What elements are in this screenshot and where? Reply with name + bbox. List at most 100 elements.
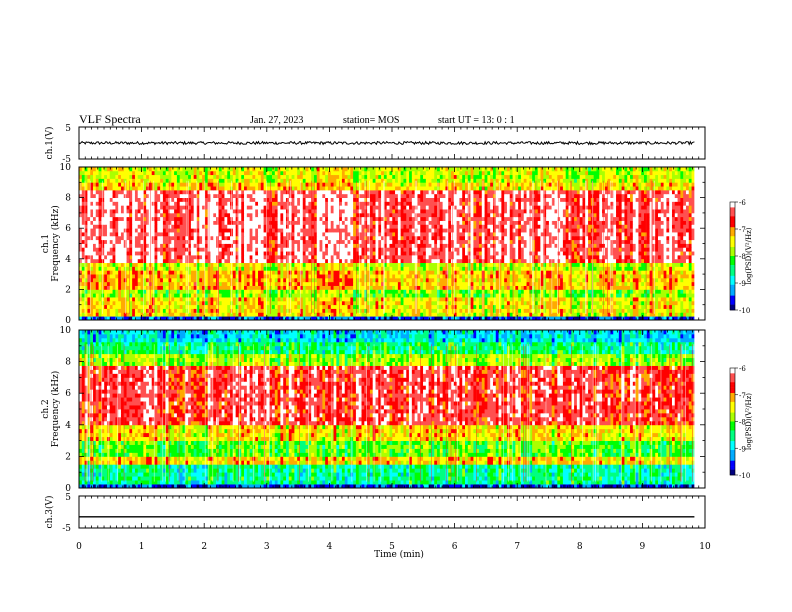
spectrogram-cell — [515, 247, 519, 252]
spectrogram-cell — [157, 304, 161, 309]
spectrogram-cell — [381, 270, 385, 275]
spectrogram-cell — [498, 235, 502, 241]
spectrogram-cell — [518, 266, 522, 271]
spectrogram-cell — [660, 297, 664, 302]
spectrogram-cell — [182, 285, 186, 290]
spectrogram-cell — [246, 258, 251, 264]
spectrogram-cell — [425, 316, 430, 321]
spectrogram-cell — [162, 251, 167, 256]
spectrogram-cell — [143, 304, 147, 309]
spectrogram-cell — [613, 239, 617, 244]
spectrogram-cell — [467, 235, 471, 241]
spectrogram-cell — [241, 258, 245, 264]
spectrogram-cell — [417, 289, 421, 294]
spectrogram-cell — [406, 316, 410, 321]
spectrogram-cell — [372, 285, 376, 290]
spectrogram-cell — [252, 266, 256, 271]
spectrogram-cell — [213, 300, 217, 306]
spectrogram-cell — [165, 270, 169, 275]
spectrogram-cell — [518, 316, 522, 321]
spectrogram-cell — [157, 285, 161, 290]
spectrogram-cell — [543, 289, 547, 294]
spectrogram-cell — [420, 308, 424, 313]
spectrogram-cell — [602, 293, 606, 298]
spectrogram-cell — [238, 300, 242, 306]
spectrogram-cell — [610, 312, 614, 317]
spectrogram-cell — [509, 270, 513, 275]
spectrogram-cell — [663, 274, 667, 279]
spectrogram-cell — [574, 293, 578, 298]
spectrogram-cell — [291, 297, 295, 302]
spectrogram-cell — [431, 247, 435, 252]
spectrogram-cell — [134, 297, 139, 302]
spectrogram-cell — [182, 308, 186, 313]
spectrogram-cell — [498, 247, 502, 252]
spectrogram-cell — [221, 235, 225, 241]
spectrogram-cell — [649, 312, 653, 317]
spectrogram-cell — [548, 270, 553, 275]
spectrogram-cell — [663, 262, 667, 267]
spectrogram-cell — [515, 281, 519, 286]
spectrogram-cell — [557, 289, 561, 294]
spectrogram-cell — [473, 277, 477, 283]
spectrogram-cell — [671, 270, 676, 275]
spectrogram-cell — [280, 304, 284, 309]
spectrogram-cell — [378, 304, 382, 309]
spectrogram-cell — [395, 270, 399, 275]
spectrogram-cell — [232, 316, 237, 321]
spectrogram-cell — [451, 235, 455, 241]
spectrogram-cell — [311, 297, 315, 302]
spectrogram-cell — [330, 262, 334, 267]
spectrogram-cell — [417, 297, 421, 302]
spectrogram-cell — [171, 251, 175, 256]
spectrogram-cell — [515, 251, 519, 256]
spectrogram-cell — [543, 308, 547, 313]
spectrogram-cell — [134, 281, 139, 286]
spectrogram-cell — [588, 270, 592, 275]
spectrogram-cell — [641, 285, 645, 290]
spectrogram-cell — [302, 239, 306, 244]
spectrogram-cell — [218, 308, 223, 313]
spectrogram-cell — [165, 277, 169, 283]
spectrogram-cell — [174, 285, 178, 290]
spectrogram-cell — [560, 316, 564, 321]
spectrogram-cell — [462, 243, 466, 248]
spectrogram-cell — [453, 289, 458, 294]
spectrogram-cell — [515, 258, 519, 264]
spectrogram-cell — [325, 247, 329, 252]
spectrogram-cell — [255, 304, 259, 309]
spectrogram-cell — [560, 304, 564, 309]
spectrogram-cell — [411, 254, 416, 260]
spectrogram-cell — [285, 293, 290, 298]
spectrogram-cell — [604, 266, 609, 271]
spectrogram-cell — [255, 262, 259, 267]
spectrogram-cell — [526, 262, 530, 267]
spectrogram-cell — [266, 258, 270, 264]
spectrogram-cell — [252, 258, 256, 264]
spectrogram-cell — [660, 239, 664, 244]
spectrogram-cell — [134, 254, 139, 260]
spectrogram-cell — [311, 243, 315, 248]
spectrogram-cell — [492, 289, 497, 294]
spectrogram-cell — [196, 235, 200, 241]
spectrogram-cell — [176, 277, 181, 283]
spectrogram-cell — [627, 254, 631, 260]
spectrogram-cell — [339, 270, 343, 275]
spectrogram-cell — [498, 297, 502, 302]
spectrogram-cell — [537, 247, 541, 252]
spectrogram-cell — [397, 293, 402, 298]
spectrogram-cell — [160, 316, 164, 321]
spectrogram-cell — [646, 247, 651, 252]
spectrogram-cell — [204, 262, 209, 267]
spectrogram-cell — [520, 254, 525, 260]
spectrogram-cell — [585, 289, 589, 294]
spectrogram-cell — [465, 281, 469, 286]
spectrogram-cell — [543, 258, 547, 264]
spectrogram-cell — [512, 266, 516, 271]
spectrogram-cell — [451, 316, 455, 321]
spectrogram-cell — [313, 285, 318, 290]
spectrogram-cell — [439, 285, 444, 290]
spectrogram-cell — [669, 281, 673, 286]
spectrogram-cell — [160, 274, 164, 279]
spectrogram-cell — [235, 300, 239, 306]
